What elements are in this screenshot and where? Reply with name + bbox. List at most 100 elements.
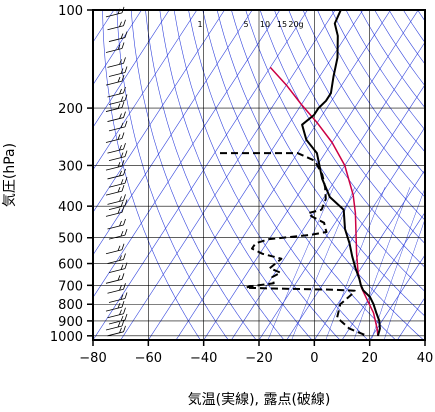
y-tick-label: 200: [58, 102, 83, 117]
isotherm-line: [258, 84, 425, 340]
y-tick-label: 400: [58, 200, 83, 215]
wind-barb: [107, 168, 126, 180]
wind-barb: [107, 111, 126, 122]
isotherm-line: [286, 126, 425, 340]
mixing-ratio-labels: 1 5 10 15 20g: [197, 20, 303, 29]
isotherm-line: [369, 254, 425, 340]
wind-barb: [107, 19, 126, 31]
y-tick-label: 500: [58, 232, 83, 247]
background-guide-lines: [93, 10, 425, 340]
wind-barb: [107, 218, 126, 230]
wind-barb: [108, 31, 128, 42]
adiabat-line: [202, 10, 396, 340]
adiabat-line: [288, 10, 425, 221]
mixing-ratio-line: [325, 187, 386, 340]
x-tick-label: −20: [245, 351, 272, 366]
adiabat-line: [159, 10, 313, 340]
wind-barb: [105, 101, 125, 112]
wind-barb: [108, 262, 128, 274]
wind-barb: [105, 159, 125, 171]
isotherm-line: [120, 10, 336, 340]
x-tick-label: −80: [79, 351, 106, 366]
wind-barb: [107, 283, 126, 294]
adiabat-line: [302, 10, 425, 198]
adiabat-line: [102, 10, 201, 340]
dewpoint-line: [220, 152, 368, 337]
wind-barb: [108, 313, 128, 325]
adiabat-line: [259, 10, 425, 268]
temperature-line: [301, 10, 381, 337]
y-tick-label: 100: [58, 4, 83, 19]
isotherm-line: [93, 10, 253, 256]
adiabat-line: [145, 10, 285, 340]
x-axis-ticks: −80 −60 −40 −20 0 20 40: [79, 340, 433, 366]
wind-barb: [105, 273, 125, 284]
wind-barb: [107, 307, 126, 319]
wind-barb: [105, 6, 125, 18]
wind-barb: [107, 325, 126, 337]
y-axis-title: 気圧(hPa): [2, 143, 18, 207]
wind-barb: [108, 177, 128, 188]
wind-barb: [107, 86, 126, 98]
mixing-ratio-label: 20g: [288, 20, 303, 29]
isotherm-line: [93, 10, 225, 213]
y-tick-label: 800: [58, 298, 83, 313]
isotherm-line: [314, 169, 425, 340]
isotherm-line: [93, 10, 170, 128]
adiabat-line: [331, 10, 425, 153]
wind-barb: [107, 253, 126, 264]
adiabat-line: [417, 10, 425, 22]
y-tick-label: 700: [58, 279, 83, 294]
mixing-ratio-label: 10: [260, 20, 270, 29]
wind-barb: [105, 74, 125, 86]
x-tick-label: 0: [310, 351, 318, 366]
x-tick-label: 40: [417, 351, 434, 366]
mixing-ratio-line: [267, 187, 334, 340]
isotherm-line: [397, 296, 425, 340]
adiabat-line: [388, 10, 425, 65]
wind-barb: [108, 150, 128, 162]
adiabat-line: [173, 10, 341, 340]
isotherm-line: [424, 339, 425, 340]
mixing-ratio-label: 5: [243, 20, 248, 29]
mixing-ratio-line: [371, 187, 425, 340]
adiabat-line: [274, 10, 425, 245]
y-tick-label: 600: [58, 258, 83, 273]
isotherm-line: [148, 10, 364, 340]
adiabat-line: [116, 10, 229, 340]
sounding-series: [220, 10, 381, 337]
isotherm-line: [175, 10, 391, 340]
wind-barb: [108, 66, 128, 77]
wind-barb: [105, 243, 125, 255]
adiabat-line: [403, 10, 425, 44]
isotherm-line: [93, 10, 198, 171]
wind-barb: [108, 120, 128, 132]
x-tick-label: −60: [135, 351, 162, 366]
x-axis-title: 気温(実線), 露点(破線): [188, 392, 331, 408]
adiabat-line: [130, 10, 257, 340]
wind-barbs: [105, 6, 128, 337]
adiabat-line: [216, 10, 424, 340]
adiabat-line: [188, 10, 369, 340]
wind-barb: [108, 292, 128, 303]
wind-barb: [107, 57, 126, 68]
wind-barb: [108, 229, 128, 240]
mixing-ratio-label: 15: [277, 20, 287, 29]
wind-barb: [107, 194, 126, 205]
wind-barb: [105, 319, 125, 331]
gridlines: [92, 9, 426, 340]
adiabat-line: [245, 10, 425, 292]
wind-barb: [108, 94, 128, 105]
mixing-ratio-label: 1: [197, 20, 202, 29]
wind-barb: [105, 185, 125, 196]
isotherm-line: [341, 211, 425, 340]
y-tick-label: 1000: [50, 330, 83, 345]
x-tick-label: −40: [190, 351, 217, 366]
isotherm-line: [93, 10, 281, 298]
x-tick-label: 20: [361, 351, 378, 366]
isotherm-line: [93, 10, 308, 340]
mixing-ratio-line: [353, 187, 411, 340]
adiabat-line: [317, 10, 425, 175]
y-tick-label: 300: [58, 159, 83, 174]
